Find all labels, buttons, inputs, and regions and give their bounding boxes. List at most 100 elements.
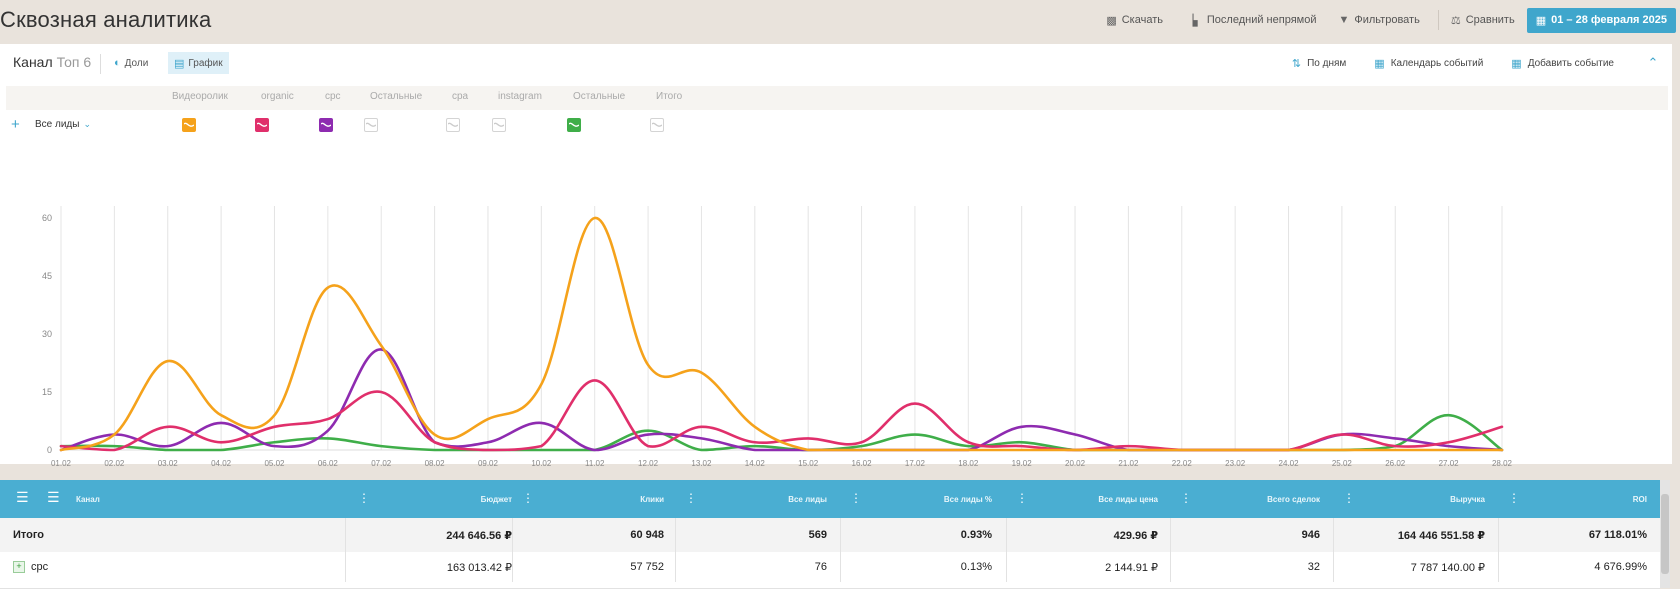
channel-selector[interactable]: Канал Топ 6 [13, 54, 92, 70]
x-tick-label: 22.02 [1172, 459, 1193, 468]
table-row[interactable]: + cpc 163 013.42 ₽ 57 752 76 0.13% 2 144… [0, 552, 1660, 583]
collapse-icon[interactable]: ⌃ [1647, 55, 1659, 70]
column-header-clicks[interactable]: Клики [640, 494, 664, 504]
cell-deals: 32 [1307, 561, 1320, 573]
cell-all-leads-pct: 0.13% [960, 561, 992, 573]
x-tick-label: 24.02 [1279, 459, 1300, 468]
x-tick-label: 23.02 [1225, 459, 1246, 468]
y-tick-label: 60 [42, 213, 52, 223]
x-tick-label: 27.02 [1439, 459, 1460, 468]
wave-icon [366, 122, 376, 127]
column-header-revenue[interactable]: Выручка [1450, 494, 1485, 504]
pie-icon: ◐ [114, 57, 121, 69]
cell-revenue: 7 787 140.00 ₽ [1410, 561, 1485, 574]
chevron-down-icon: ⌄ [83, 119, 91, 129]
y-axis: 0 15 30 45 60 [42, 213, 52, 455]
column-header-all-leads-price[interactable]: Все лиды цена [1098, 494, 1158, 504]
series-toggle-icon[interactable] [182, 118, 196, 132]
series-toggle-icon[interactable] [650, 118, 664, 132]
series-toggle-icon[interactable] [364, 118, 378, 132]
cell-channel: Итого [13, 529, 45, 541]
cell-deals: 946 [1301, 529, 1320, 541]
panel-header: Канал Топ 6 ◐ Доли ▤ График ⇅ По дням ▦ К… [0, 44, 1672, 82]
divider [1006, 552, 1007, 582]
expand-icon[interactable]: + [13, 561, 25, 573]
events-calendar-button[interactable]: ▦ Календарь событий [1374, 57, 1484, 70]
cell-channel: + cpc [13, 552, 48, 582]
legend-header-label: cpa [452, 91, 469, 102]
divider [840, 552, 841, 582]
x-tick-label: 01.02 [51, 459, 72, 468]
x-tick-label: 05.02 [264, 459, 285, 468]
compare-button[interactable]: ⚖ Сравнить [1450, 14, 1515, 27]
x-tick-label: 25.02 [1332, 459, 1353, 468]
series-toggle-icon[interactable] [567, 118, 581, 132]
cell-budget: 244 646.56 ₽ [446, 529, 512, 542]
series-toggle-icon[interactable] [446, 118, 460, 132]
add-event-button[interactable]: ▦ Добавить событие [1511, 57, 1614, 70]
menu-icon[interactable]: ☰ [16, 489, 29, 505]
scrollbar-thumb[interactable] [1661, 494, 1669, 574]
legend-header-label: Видеоролик [172, 91, 228, 102]
cell-all-leads-price: 429.96 ₽ [1113, 529, 1158, 542]
calendar-add-icon: ▦ [1511, 57, 1522, 70]
column-header-budget[interactable]: Бюджет [480, 494, 512, 504]
download-button[interactable]: ▩ Скачать [1106, 14, 1163, 27]
date-range-button[interactable]: ▦ 01 – 28 февраля 2025 [1526, 7, 1676, 33]
column-header-roi[interactable]: ROI [1632, 494, 1647, 504]
column-header-deals[interactable]: Всего сделок [1267, 494, 1320, 504]
wave-icon [569, 122, 579, 127]
filter-button[interactable]: ▼ Фильтровать [1338, 14, 1420, 26]
chart-view-button[interactable]: ▤ График [168, 52, 229, 74]
column-menu-icon[interactable]: ⋮ [522, 491, 534, 505]
y-tick-label: 30 [42, 329, 52, 339]
series-toggle-icon[interactable] [255, 118, 269, 132]
cell-budget: 163 013.42 ₽ [446, 561, 512, 574]
divider [512, 552, 513, 582]
series-toggle-icon[interactable] [492, 118, 506, 132]
series-toggle-icon[interactable] [319, 118, 333, 132]
y-tick-label: 0 [47, 445, 52, 455]
x-tick-label: 21.02 [1118, 459, 1139, 468]
legend-header-label: instagram [498, 91, 542, 102]
x-tick-label: 17.02 [905, 459, 926, 468]
column-menu-icon[interactable]: ⋮ [685, 491, 697, 505]
table-scrollbar[interactable] [1660, 480, 1670, 588]
line-chart: 0 15 30 45 60 01.02 02.02 03.02 04.02 05.02 06.02… [0, 154, 1672, 474]
x-tick-label: 14.02 [745, 459, 766, 468]
shares-view-button[interactable]: ◐ Доли [114, 57, 149, 69]
by-days-button[interactable]: ⇅ По дням [1291, 57, 1347, 70]
metric-select[interactable]: Все лиды ⌄ [35, 119, 91, 130]
add-metric-icon[interactable]: + [11, 116, 20, 133]
x-tick-label: 26.02 [1385, 459, 1406, 468]
attribution-model-button[interactable]: ▕▖ Последний непрямой [1184, 14, 1317, 27]
column-header-all-leads-pct[interactable]: Все лиды % [943, 494, 992, 504]
cell-all-leads: 76 [814, 561, 827, 573]
column-menu-icon[interactable]: ⋮ [1508, 491, 1520, 505]
x-tick-label: 15.02 [798, 459, 819, 468]
x-tick-label: 11.02 [585, 459, 605, 468]
column-menu-icon[interactable]: ⋮ [850, 491, 862, 505]
column-header-all-leads[interactable]: Все лиды [788, 494, 827, 504]
cell-revenue: 164 446 551.58 ₽ [1397, 529, 1485, 542]
calendar-icon: ▦ [1535, 14, 1547, 27]
y-tick-label: 15 [42, 387, 52, 397]
column-header-channel[interactable]: Канал [76, 494, 100, 504]
calendar-icon: ▦ [1374, 57, 1385, 70]
scales-icon: ⚖ [1450, 14, 1461, 27]
column-menu-icon[interactable]: ⋮ [358, 491, 370, 505]
column-menu-icon[interactable]: ⋮ [1016, 491, 1028, 505]
attribution-icon: ▕▖ [1184, 14, 1202, 27]
legend-header-label: Итого [656, 91, 683, 102]
chart-series [59, 216, 1504, 452]
column-menu-icon[interactable]: ⋮ [1180, 491, 1192, 505]
filter-icon: ▼ [1338, 14, 1350, 26]
x-tick-label: 09.02 [478, 459, 499, 468]
wave-path [652, 122, 662, 127]
divider [1333, 518, 1334, 552]
column-menu-icon[interactable]: ⋮ [1343, 491, 1355, 505]
columns-icon[interactable]: ☰ [47, 489, 60, 505]
top-label: Топ 6 [56, 54, 92, 70]
download-icon: ▩ [1106, 14, 1117, 27]
chart-panel: Канал Топ 6 ◐ Доли ▤ График ⇅ По дням ▦ К… [0, 44, 1672, 468]
